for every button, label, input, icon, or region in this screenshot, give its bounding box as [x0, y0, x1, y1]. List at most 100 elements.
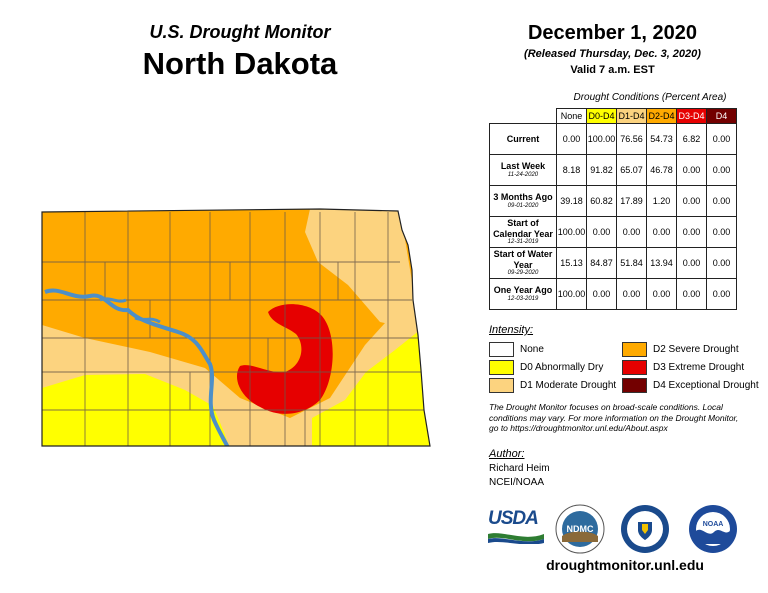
table-cell: 51.84: [616, 247, 647, 279]
usda-swoosh-icon: [488, 533, 544, 544]
author-name: Richard Heim: [489, 463, 550, 474]
row-name: One Year Ago: [493, 285, 553, 296]
table-cell: 39.18: [556, 185, 587, 217]
table-cell: 6.82: [676, 123, 707, 155]
legend-swatch: [622, 360, 647, 375]
table-cell: 100.00: [556, 216, 587, 248]
row-label: Start of Water Year 09-29-2020: [489, 247, 557, 279]
row-name: Last Week: [500, 161, 546, 172]
legend-label: D4 Exceptional Drought: [653, 380, 759, 391]
table-cell: 0.00: [676, 247, 707, 279]
table-cell: 0.00: [676, 216, 707, 248]
state-outline: [41, 208, 431, 447]
legend-label: D2 Severe Drought: [653, 344, 739, 355]
table-cell: 0.00: [586, 278, 617, 310]
legend-label: None: [520, 344, 544, 355]
row-label: One Year Ago 12-03-2019: [489, 278, 557, 310]
table-row: Last Week 11-24-2020 8.18 91.82 65.07 46.…: [489, 154, 737, 186]
legend-swatch: [622, 378, 647, 393]
author-label: Author:: [489, 448, 525, 460]
table-cell: 0.00: [616, 216, 647, 248]
table-row: Start of Calendar Year 12-31-2019 100.00 …: [489, 216, 737, 248]
website-url[interactable]: droughtmonitor.unl.edu: [546, 557, 704, 573]
lake-sakakawea: [99, 297, 161, 324]
table-cell: 54.73: [646, 123, 677, 155]
table-caption: Drought Conditions (Percent Area): [573, 92, 727, 103]
table-cell: 65.07: [616, 154, 647, 186]
row-name: 3 Months Ago: [493, 192, 553, 203]
table-cell: 13.94: [646, 247, 677, 279]
noaa-logo: NOAA: [689, 505, 737, 553]
table-row: Start of Water Year 09-29-2020 15.13 84.8…: [489, 247, 737, 279]
missouri-river: [44, 288, 234, 446]
table-cell: 0.00: [706, 247, 737, 279]
table-cell: 60.82: [586, 185, 617, 217]
release-date: (Released Thursday, Dec. 3, 2020): [524, 48, 701, 60]
table-cell: 0.00: [706, 154, 737, 186]
table-cell: 0.00: [706, 123, 737, 155]
d3-extreme-region: [236, 304, 333, 414]
row-label: Current: [489, 123, 557, 155]
drought-map: [41, 208, 431, 447]
table-cell: 100.00: [556, 278, 587, 310]
legend-item-none: None: [489, 342, 544, 357]
legend-item-d1: D1 Moderate Drought: [489, 378, 616, 393]
table-cell: 0.00: [706, 278, 737, 310]
table-cell: 0.00: [556, 123, 587, 155]
column-header: D2-D4: [646, 108, 677, 124]
table-cell: 100.00: [586, 123, 617, 155]
row-date: 12-31-2019: [507, 238, 539, 245]
column-header: D0-D4: [586, 108, 617, 124]
column-header: None: [556, 108, 587, 124]
row-date: 12-03-2019: [507, 295, 539, 302]
drought-conditions-table: None D0-D4 D1-D4 D2-D4 D3-D4 D4 Current …: [489, 108, 737, 310]
row-name: Current: [506, 133, 540, 144]
map-subtitle: U.S. Drought Monitor: [149, 22, 331, 42]
map-title: North Dakota: [142, 46, 338, 81]
column-header: D3-D4: [676, 108, 707, 124]
row-date: 09-29-2020: [507, 269, 539, 276]
table-cell: 91.82: [586, 154, 617, 186]
row-date: 09-01-2020: [507, 202, 539, 209]
d0-southeast-region: [312, 330, 430, 446]
legend-item-d0: D0 Abnormally Dry: [489, 360, 603, 375]
legend-item-d4: D4 Exceptional Drought: [622, 378, 759, 393]
row-date: 11-24-2020: [507, 171, 539, 178]
legend-label: D3 Extreme Drought: [653, 362, 745, 373]
ndmc-logo: NDMC: [555, 504, 605, 554]
table-cell: 0.00: [676, 185, 707, 217]
legend-swatch: [489, 378, 514, 393]
legend-item-d3: D3 Extreme Drought: [622, 360, 744, 375]
table-row: 3 Months Ago 09-01-2020 39.18 60.82 17.89…: [489, 185, 737, 217]
legend-swatch: [489, 360, 514, 375]
table-cell: 0.00: [676, 278, 707, 310]
row-label: Last Week 11-24-2020: [489, 154, 557, 186]
header-corner: [490, 109, 557, 124]
noaa-logo-text: NOAA: [703, 521, 724, 528]
commerce-seal-logo: [621, 505, 669, 553]
legend-title: Intensity:: [489, 324, 534, 336]
table-cell: 0.00: [616, 278, 647, 310]
table-cell: 0.00: [676, 154, 707, 186]
table-cell: 1.20: [646, 185, 677, 217]
table-cell: 15.13: [556, 247, 587, 279]
usda-logo: USDA: [488, 508, 544, 548]
table-cell: 0.00: [646, 216, 677, 248]
row-name: Start of Calendar Year: [493, 218, 553, 239]
valid-time: Valid 7 a.m. EST: [570, 64, 655, 76]
legend-swatch: [622, 342, 647, 357]
ndmc-logo-text: NDMC: [567, 524, 594, 534]
author-org: NCEI/NOAA: [489, 477, 545, 488]
table-cell: 46.78: [646, 154, 677, 186]
table-cell: 84.87: [586, 247, 617, 279]
table-cell: 17.89: [616, 185, 647, 217]
table-row: One Year Ago 12-03-2019 100.00 0.00 0.00 …: [489, 278, 737, 310]
row-name: Start of Water Year: [493, 249, 553, 270]
usda-logo-text: USDA: [488, 508, 539, 529]
table-cell: 8.18: [556, 154, 587, 186]
table-cell: 0.00: [706, 216, 737, 248]
report-date: December 1, 2020: [527, 22, 697, 44]
info-note: The Drought Monitor focuses on broad-sca…: [489, 402, 739, 434]
legend-label: D0 Abnormally Dry: [520, 362, 604, 373]
table-cell: 0.00: [586, 216, 617, 248]
